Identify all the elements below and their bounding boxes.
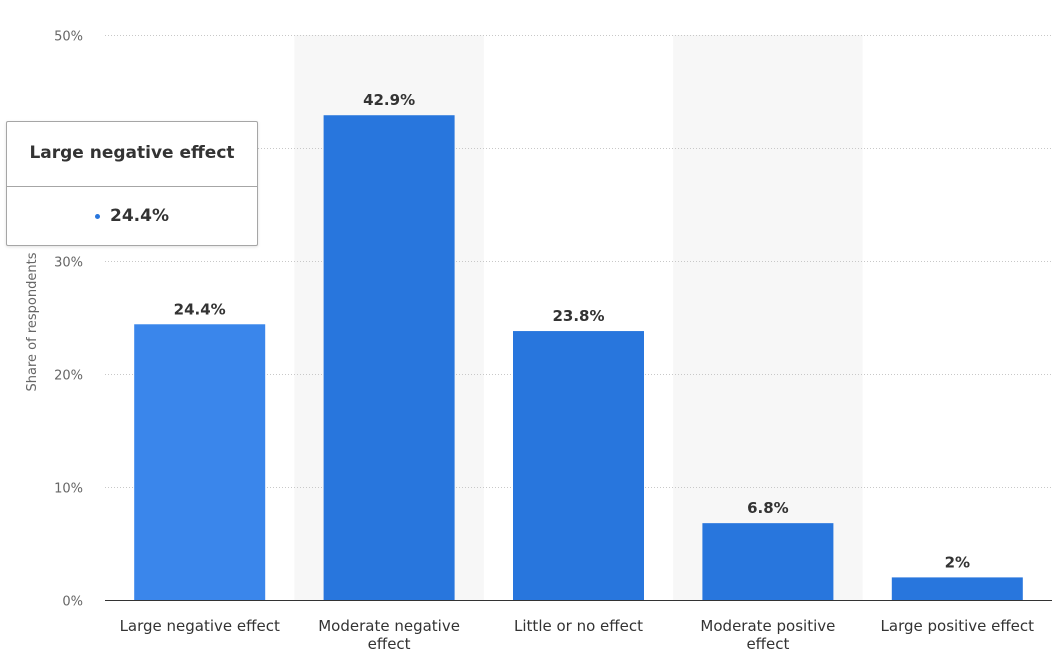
tooltip-value: 24.4% (110, 206, 169, 226)
x-tick-label: Large positive effect (881, 617, 1035, 635)
y-axis-ticks: 0%10%20%30%40%50% (54, 30, 83, 610)
data-label: 2% (945, 553, 970, 571)
bar[interactable] (891, 577, 1023, 600)
x-axis-ticks: Large negative effect Moderate negative ef… (120, 617, 1035, 653)
y-tick-label: 0% (62, 595, 83, 610)
bar[interactable] (323, 115, 455, 600)
x-tick-label: Moderate negative effect (318, 617, 460, 653)
data-label: 23.8% (552, 307, 604, 325)
bar[interactable] (134, 324, 266, 600)
x-tick-label: Large negative effect (120, 617, 280, 635)
background-band (673, 35, 863, 600)
y-axis-label: Share of respondents (25, 252, 40, 391)
y-tick-label: 10% (54, 482, 83, 497)
tooltip-body: 24.4% (7, 187, 257, 245)
value-labels: 24.4% 42.9% 23.8% 6.8% 2% (174, 91, 970, 571)
y-tick-label: 50% (54, 30, 83, 45)
bar[interactable] (513, 331, 644, 600)
tooltip-bullet-icon (95, 213, 100, 219)
data-label: 42.9% (363, 91, 415, 109)
bars (134, 115, 1023, 600)
data-label: 6.8% (747, 499, 789, 517)
grid-lines (105, 35, 1052, 488)
x-tick-label: Moderate positive effect (700, 617, 835, 653)
tooltip-title: Large negative effect (7, 122, 257, 187)
x-tick-label: Little or no effect (514, 617, 643, 635)
tooltip: Large negative effect 24.4% (6, 121, 258, 246)
y-tick-label: 20% (54, 369, 83, 384)
y-tick-label: 30% (54, 256, 83, 271)
bar[interactable] (702, 523, 834, 600)
data-label: 24.4% (174, 300, 226, 318)
